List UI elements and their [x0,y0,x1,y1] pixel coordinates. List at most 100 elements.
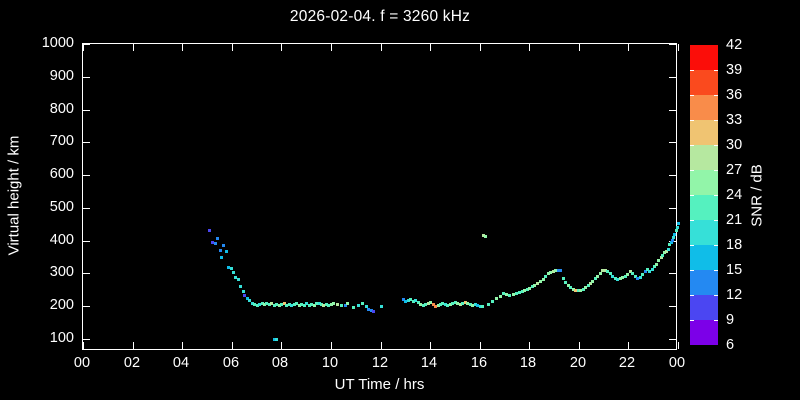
colorbar-segment [690,45,718,70]
data-point [676,226,679,229]
data-point [322,304,325,307]
data-point [441,302,444,305]
colorbar-segment [690,120,718,145]
data-point [474,303,477,306]
colorbar [690,45,718,345]
data-point [648,270,651,273]
data-point [330,303,333,306]
x-tick [480,342,481,349]
x-tick [628,342,629,349]
data-point [234,276,237,279]
colorbar-segment [690,220,718,245]
colorbar-segment [690,170,718,195]
data-point [596,275,599,278]
data-point [660,256,663,259]
colorbar-tick [690,295,694,296]
colorbar-tick-label: 9 [726,312,735,328]
data-point [539,280,542,283]
data-point [547,272,550,275]
y-tick-label: 1000 [41,35,74,51]
y-tick [669,306,676,307]
y-tick [83,175,90,176]
data-point [523,289,526,292]
data-point [417,301,420,304]
colorbar-tick [690,320,694,321]
data-point [653,265,656,268]
data-point [619,277,622,280]
data-point [357,304,360,307]
data-point [239,285,242,288]
x-tick [331,342,332,349]
colorbar-tick-label: 33 [726,112,743,128]
x-tick [430,342,431,349]
data-point [437,304,440,307]
data-point [273,338,276,341]
colorbar-tick [714,245,718,246]
x-tick-label: 10 [321,355,339,371]
x-tick-label: 06 [222,355,240,371]
x-tick-label: 08 [271,355,289,371]
data-point [536,282,539,285]
data-point [599,272,602,275]
data-point [313,304,316,307]
data-point [427,302,430,305]
colorbar-tick-label: 36 [726,87,743,103]
data-point [261,302,264,305]
data-point [564,281,567,284]
colorbar-tick [690,270,694,271]
data-point [569,286,572,289]
data-point [482,234,485,237]
data-point [407,299,410,302]
data-point [609,272,612,275]
data-point [227,266,230,269]
y-tick [669,110,676,111]
data-point [621,276,624,279]
data-point [606,270,609,273]
colorbar-segment [690,295,718,320]
data-point [616,278,619,281]
data-point [303,304,306,307]
data-point [211,241,214,244]
data-point [219,249,222,252]
data-point [549,271,552,274]
x-tick [678,44,679,51]
data-point [646,268,649,271]
data-point [670,241,673,244]
data-point [655,263,658,266]
data-point [414,299,417,302]
x-axis-label: UT Time / hrs [334,376,425,393]
data-point [424,303,427,306]
data-point [661,254,664,257]
data-point [671,239,674,242]
colorbar-tick [690,120,694,121]
data-point [283,302,286,305]
y-tick-label: 600 [49,166,74,182]
colorbar-tick-label: 24 [726,187,743,203]
data-point [464,301,467,304]
data-point [515,292,518,295]
data-point [412,300,415,303]
y-tick [669,273,676,274]
data-point [295,302,298,305]
data-point [404,300,407,303]
data-point [251,302,254,305]
data-point [230,267,233,270]
colorbar-segment [690,270,718,295]
data-point [320,303,323,306]
colorbar-tick [714,70,718,71]
x-tick [579,44,580,51]
x-tick [182,342,183,349]
colorbar-tick [714,195,718,196]
x-tick [381,342,382,349]
data-point [263,303,266,306]
colorbar-segment [690,95,718,120]
colorbar-tick [690,245,694,246]
colorbar-tick [690,70,694,71]
data-point [332,302,335,305]
data-point [214,242,217,245]
data-point [594,277,597,280]
data-point [273,304,276,307]
data-point [325,303,328,306]
colorbar-tick [714,95,718,96]
y-tick-label: 400 [49,232,74,248]
